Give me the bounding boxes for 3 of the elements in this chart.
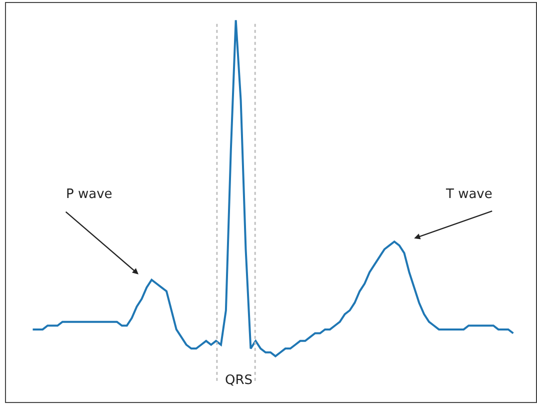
annotation: T wave [445,187,492,202]
annotation: QRS [225,373,253,388]
annotation: P wave [66,187,112,202]
